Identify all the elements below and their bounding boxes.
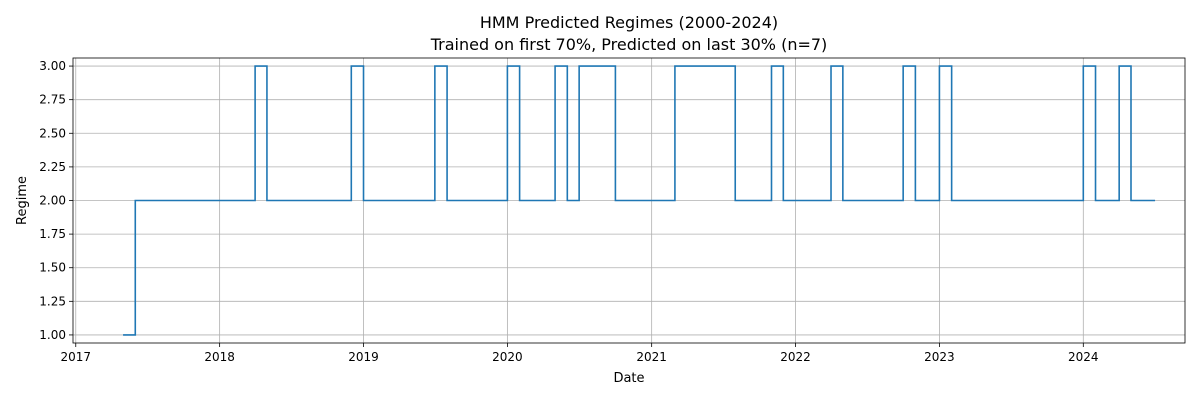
x-tick-label: 2020 bbox=[492, 350, 523, 364]
y-tick-label: 1.75 bbox=[39, 227, 66, 241]
chart-title: HMM Predicted Regimes (2000-2024) bbox=[480, 13, 778, 32]
series-layer bbox=[123, 65, 1156, 336]
x-tick-label: 2021 bbox=[636, 350, 667, 364]
x-tick-label: 2022 bbox=[780, 350, 811, 364]
y-tick-label: 1.50 bbox=[39, 261, 66, 275]
y-tick-label: 2.75 bbox=[39, 93, 66, 107]
y-tick-label: 1.00 bbox=[39, 328, 66, 342]
y-tick-label: 2.50 bbox=[39, 126, 66, 140]
x-axis-label: Date bbox=[613, 371, 644, 386]
x-tick-label: 2018 bbox=[204, 350, 235, 364]
y-tick-label: 2.00 bbox=[39, 194, 66, 208]
tick-layer: 2017 2018 2019 2020 2021 2022 2023 2024 1.00 1.25… bbox=[39, 59, 1098, 364]
chart-subtitle: Trained on first 70%, Predicted on last … bbox=[430, 35, 828, 54]
y-tick-label: 2.25 bbox=[39, 160, 66, 174]
x-tick-label: 2024 bbox=[1068, 350, 1099, 364]
x-tick-label: 2023 bbox=[924, 350, 955, 364]
x-tick-label: 2019 bbox=[348, 350, 379, 364]
y-tick-label: 1.25 bbox=[39, 294, 66, 308]
x-tick-label: 2017 bbox=[60, 350, 91, 364]
regime-series-line bbox=[123, 65, 1156, 336]
y-axis-label: Regime bbox=[15, 176, 30, 225]
y-tick-label: 3.00 bbox=[39, 59, 66, 73]
